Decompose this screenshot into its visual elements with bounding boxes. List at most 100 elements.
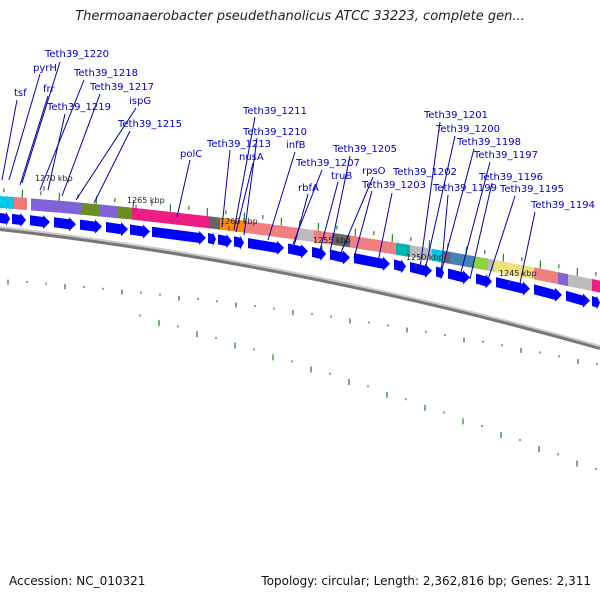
gene-label[interactable]: Teth39_1197: [473, 150, 538, 161]
cog-segment: [474, 256, 488, 271]
cog-segment: [82, 202, 100, 217]
cog-segment: [534, 267, 558, 285]
leader-line: [440, 148, 475, 274]
gene-arrow: [410, 262, 432, 278]
gene-label[interactable]: truB: [331, 171, 352, 182]
gene-label[interactable]: Teth39_1211: [242, 106, 307, 117]
gene-arrow: [208, 232, 216, 247]
gene-arrow: [566, 290, 590, 308]
kbp-label-1250: 1250 kbp: [406, 253, 444, 262]
gene-label[interactable]: Teth39_1200: [435, 124, 500, 135]
cog-segment: [14, 197, 27, 211]
cog-segment: [494, 259, 534, 280]
leader-line: [243, 137, 258, 236]
gene-label[interactable]: Teth39_1220: [44, 49, 109, 60]
gene-label[interactable]: Teth39_1201: [423, 110, 488, 121]
gene-arrow: [288, 243, 308, 259]
leader-line: [469, 182, 493, 280]
gene-arrow: [80, 219, 102, 234]
leader-line: [424, 135, 456, 271]
accession-text: Accession: NC_010321: [9, 574, 146, 588]
gene-label[interactable]: polC: [180, 149, 202, 160]
gene-label[interactable]: nusA: [239, 152, 264, 163]
leader-line: [440, 194, 449, 275]
gene-label[interactable]: Teth39_1198: [456, 137, 521, 148]
cog-segment: [0, 196, 14, 210]
cog-segment: [568, 274, 592, 291]
leader-line: [176, 159, 191, 218]
gene-label[interactable]: ispG: [129, 96, 151, 107]
cog-segment: [60, 200, 82, 215]
gene-arrow: [12, 212, 26, 227]
gene-label[interactable]: tsf: [14, 88, 27, 99]
gene-label[interactable]: pyrH: [33, 63, 57, 74]
leader-line: [39, 79, 85, 191]
gene-label[interactable]: Teth39_1207: [295, 158, 360, 169]
leader-line: [1, 99, 18, 181]
gene-label[interactable]: Teth39_1205: [332, 144, 397, 155]
gene-label[interactable]: Teth39_1215: [117, 119, 182, 130]
leader-line: [233, 116, 256, 231]
gene-label[interactable]: Teth39_1210: [242, 127, 307, 138]
gene-label[interactable]: Teth39_1202: [392, 167, 457, 178]
gene-arrow: [130, 224, 150, 239]
gene-label[interactable]: Teth39_1195: [499, 184, 564, 195]
kbp-label-1255: 1255 kbp: [313, 236, 351, 245]
map-title: Thermoanaerobacter pseudethanolicus ATCC…: [75, 9, 525, 24]
gene-arrow: [592, 295, 600, 310]
gene-arrow: [476, 273, 492, 289]
gene-label[interactable]: rbfA: [298, 183, 319, 194]
kbp-labels: 1270 kbp 1265 kbp 1260 kbp 1255 kbp 1250…: [35, 174, 537, 278]
gene-label[interactable]: infB: [286, 140, 306, 151]
gene-arrow: [330, 249, 350, 265]
cog-segment: [396, 242, 410, 258]
gene-label[interactable]: Teth39_1194: [530, 200, 595, 211]
leader-line: [293, 193, 309, 247]
leader-line: [21, 61, 61, 184]
gene-arrow: [0, 211, 10, 226]
leader-line: [61, 93, 101, 197]
gene-label[interactable]: Teth39_1218: [73, 68, 138, 79]
kbp-label-1260: 1260 kbp: [220, 217, 258, 226]
leader-line: [221, 149, 231, 228]
leader-line: [8, 73, 41, 181]
cog-segment: [210, 216, 220, 230]
cog-band: [0, 196, 600, 293]
leader-line: [267, 151, 296, 241]
gene-arrow: [448, 268, 470, 285]
leader-line: [93, 130, 131, 204]
kbp-label-1270: 1270 kbp: [35, 174, 73, 183]
leader-line: [319, 181, 339, 251]
gene-label[interactable]: Teth39_1217: [89, 82, 154, 93]
gene-arrow: [354, 253, 390, 271]
kbp-scale: [43, 186, 510, 285]
leader-line: [75, 107, 137, 201]
gene-label-leaders: [1, 61, 536, 289]
gene-arrow: [496, 277, 530, 296]
gene-labels: tsf pyrH Teth39_1220 frr Teth39_1218 Tet…: [14, 49, 595, 211]
gene-label[interactable]: rpsO: [362, 166, 386, 177]
leader-line: [339, 176, 374, 256]
leader-line: [459, 161, 491, 277]
kbp-label-1245: 1245 kbp: [499, 269, 537, 278]
gene-label[interactable]: Teth39_1213: [206, 139, 271, 150]
cog-segment: [118, 206, 132, 220]
cog-segment: [450, 251, 474, 269]
gene-arrows: [0, 211, 600, 310]
kbp-label-1265: 1265 kbp: [127, 196, 165, 205]
leader-line: [19, 95, 49, 186]
gene-arrow: [106, 222, 128, 237]
gene-label[interactable]: frr: [43, 84, 55, 95]
gene-label[interactable]: Teth39_1199: [432, 183, 497, 194]
gene-arrow: [394, 259, 406, 274]
gene-label[interactable]: Teth39_1196: [478, 172, 543, 183]
cog-segment: [410, 245, 432, 261]
leader-line: [235, 162, 254, 233]
gene-label[interactable]: Teth39_1219: [46, 102, 111, 113]
gc-skew-ticks: [3, 188, 598, 470]
cog-segment: [31, 198, 44, 212]
gene-arrow: [534, 284, 562, 302]
gene-label[interactable]: Teth39_1203: [361, 180, 426, 191]
backbone-ring: [0, 226, 600, 347]
